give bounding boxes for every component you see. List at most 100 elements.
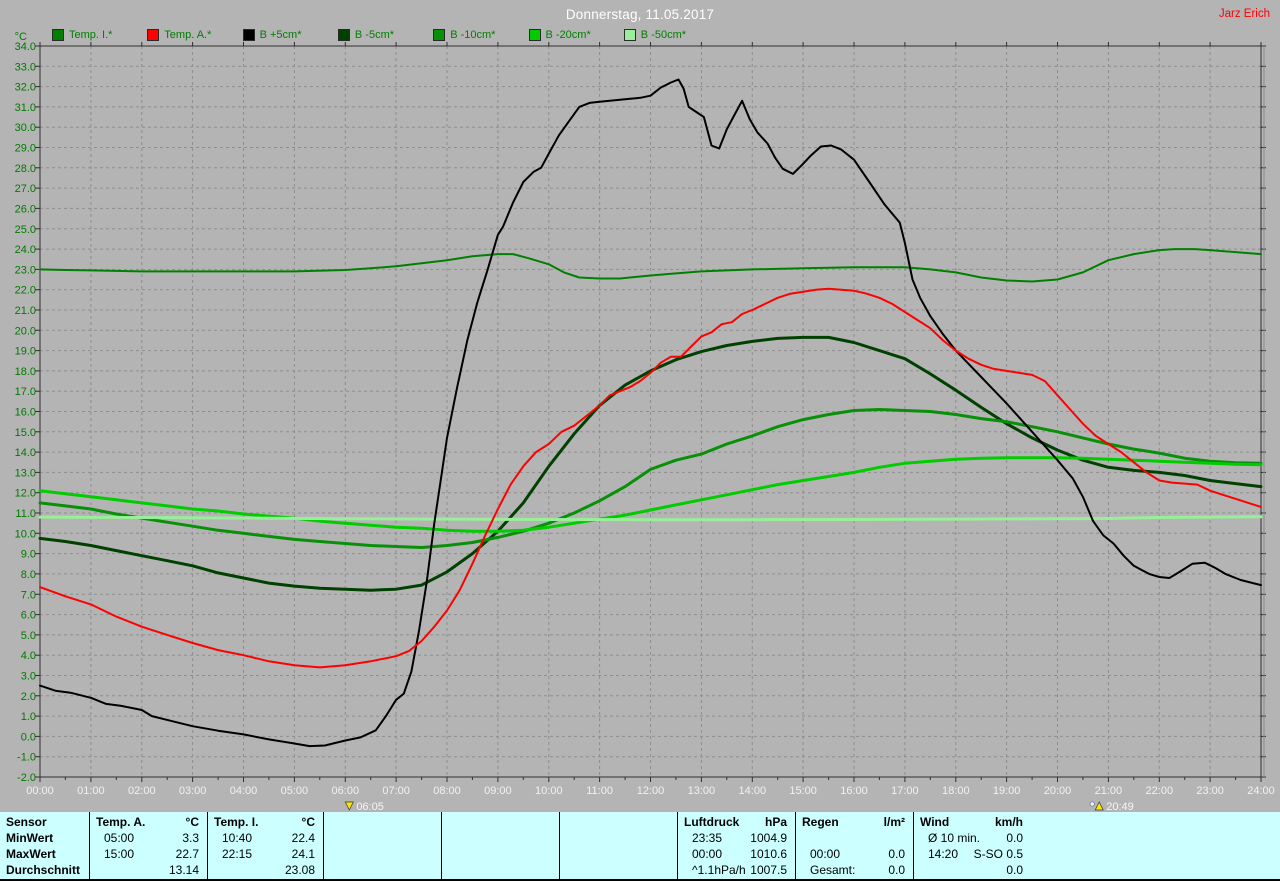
col-row-2-value: 23.08 xyxy=(284,863,315,877)
y-tick-label: 27.0 xyxy=(15,183,36,195)
col-row-2-label xyxy=(330,862,338,878)
series-temp-i xyxy=(39,248,1262,283)
x-tick-label: 24:00 xyxy=(1247,785,1275,797)
col-row-2 xyxy=(324,862,441,878)
col-row-2-value: 1007.5 xyxy=(750,863,787,877)
col-row-0 xyxy=(796,830,913,846)
x-tick-label: 21:00 xyxy=(1095,785,1123,797)
y-tick-label: 6.0 xyxy=(21,610,36,622)
y-tick-label: 20.0 xyxy=(15,325,36,337)
y-tick-label: 3.0 xyxy=(21,671,36,683)
row-label-0: Sensor xyxy=(0,814,89,830)
col-header: Wind km/h xyxy=(914,814,1031,830)
col-row-2: ^1.1hPa/h 1007.5 xyxy=(678,862,795,878)
x-tick-label: 02:00 xyxy=(128,785,156,797)
row-label-2: MaxWert xyxy=(0,846,89,862)
col-row-1: 14:20 S-SO 0.5 xyxy=(914,846,1031,862)
chart-title: Donnerstag, 11.05.2017 xyxy=(565,7,715,22)
col-header-label: Luftdruck xyxy=(684,815,740,829)
col-header-value: hPa xyxy=(764,815,787,829)
col-row-1-label xyxy=(566,846,574,862)
legend-item-b-plus5: B +5cm* xyxy=(242,29,302,41)
x-tick-label: 03:00 xyxy=(179,785,207,797)
legend-swatch-b-minus50 xyxy=(623,29,636,41)
x-tick-label: 11:00 xyxy=(586,785,613,797)
y-tick-label: 30.0 xyxy=(15,122,36,134)
x-tick-label: 08:00 xyxy=(433,785,461,797)
col-row-0 xyxy=(324,830,441,846)
col-row-0-label xyxy=(566,830,574,846)
col-header: Luftdruck hPa xyxy=(678,814,795,830)
y-tick-label: 10.0 xyxy=(15,528,36,540)
legend-label: B -20cm* xyxy=(545,29,591,41)
col-row-2-label xyxy=(920,862,928,878)
y-tick-label: 14.0 xyxy=(15,447,36,459)
temperature-chart: -2.0 -1.0 0.0 1.0 2.0 3.0 4.0 5.0 6.0 7.0 8.0 9.0 10… xyxy=(15,31,1275,812)
col-row-2-label xyxy=(214,862,222,878)
row-label-1: MinWert xyxy=(0,830,89,846)
y-tick-label: 32.0 xyxy=(15,82,36,94)
stats-col-temp-a-: Temp. A. °C 05:00 3.3 15:00 22.7 13.14 xyxy=(89,812,207,879)
y-tick-label: 0.0 xyxy=(21,731,36,743)
stats-col-luftdruck: Luftdruck hPa 23:35 1004.9 00:00 1010.6 ^1.1hP… xyxy=(677,812,795,879)
col-row-0-value: 0.0 xyxy=(1006,831,1023,845)
col-row-1: 15:00 22.7 xyxy=(90,846,207,862)
stats-col-wind: Wind km/h Ø 10 min. 0.0 14:20 S-SO 0.5 0.0 xyxy=(913,812,1031,879)
y-axis-unit: °C xyxy=(15,31,27,43)
stats-col-empty-2 xyxy=(323,812,441,879)
col-header: Regen l/m² xyxy=(796,814,913,830)
col-row-0-value: 3.3 xyxy=(182,831,199,845)
y-tick-label: 1.0 xyxy=(21,711,36,723)
x-tick-label: 10:00 xyxy=(535,785,563,797)
y-tick-label: 34.0 xyxy=(15,41,36,53)
col-header-value: °C xyxy=(301,815,315,829)
series-b-minus20 xyxy=(38,456,1263,533)
y-tick-label: 13.0 xyxy=(15,467,36,479)
series-temp-a xyxy=(39,287,1262,669)
y-tick-label: 19.0 xyxy=(15,346,36,358)
y-tick-label: 11.0 xyxy=(15,508,36,520)
y-tick-label: 26.0 xyxy=(15,203,36,215)
x-tick-label: 12:00 xyxy=(637,785,665,797)
col-header-value: km/h xyxy=(994,815,1023,829)
col-row-1-label: 00:00 xyxy=(810,847,841,861)
y-tick-label: 18.0 xyxy=(15,366,36,378)
col-row-1-label: 00:00 xyxy=(692,847,723,861)
col-row-0-label xyxy=(802,830,810,846)
row-label-3-label: Durchschnitt xyxy=(6,863,81,877)
x-tick-label: 22:00 xyxy=(1146,785,1174,797)
col-header-value: °C xyxy=(185,815,199,829)
col-row-1-value: S-SO 0.5 xyxy=(973,847,1023,861)
col-header xyxy=(560,814,677,830)
y-tick-label: 16.0 xyxy=(15,407,36,419)
legend-item-b-minus20: B -20cm* xyxy=(528,29,591,41)
row-label-2-label: MaxWert xyxy=(6,847,56,861)
series-b-plus5 xyxy=(39,78,1262,748)
col-header xyxy=(442,814,559,830)
x-tick-label: 00:00 xyxy=(26,785,54,797)
stats-col-temp-i-: Temp. I. °C 10:40 22.4 22:15 24.1 23.08 xyxy=(207,812,323,879)
x-tick-label: 06:00 xyxy=(332,785,360,797)
legend-label: B +5cm* xyxy=(259,29,302,41)
y-tick-label: 22.0 xyxy=(15,285,36,297)
author-label: Jarz Erich xyxy=(1218,8,1270,20)
col-row-0: 23:35 1004.9 xyxy=(678,830,795,846)
col-row-0-label: 23:35 xyxy=(692,831,723,845)
col-row-2 xyxy=(560,862,677,878)
stats-table: Sensor MinWert MaxWert Durchschnitt Temp. A.… xyxy=(0,812,1280,881)
stats-col-empty-4 xyxy=(559,812,677,879)
sun-marker-time: 20:49 xyxy=(1106,801,1134,812)
col-row-0: 05:00 3.3 xyxy=(90,830,207,846)
legend-swatch-b-minus10 xyxy=(433,29,446,41)
col-row-1-value: 22.7 xyxy=(175,847,199,861)
sun-marker-time: 06:05 xyxy=(356,801,384,812)
col-header-label: Regen xyxy=(802,815,839,829)
col-row-2-value: 13.14 xyxy=(168,863,199,877)
y-tick-label: 15.0 xyxy=(15,427,36,439)
y-tick-label: 29.0 xyxy=(15,143,36,155)
sun-glint xyxy=(1089,801,1095,807)
y-tick-label: 12.0 xyxy=(15,488,36,500)
col-row-0 xyxy=(442,830,559,846)
col-row-0-label: 10:40 xyxy=(222,831,253,845)
x-tick-label: 15:00 xyxy=(789,785,817,797)
